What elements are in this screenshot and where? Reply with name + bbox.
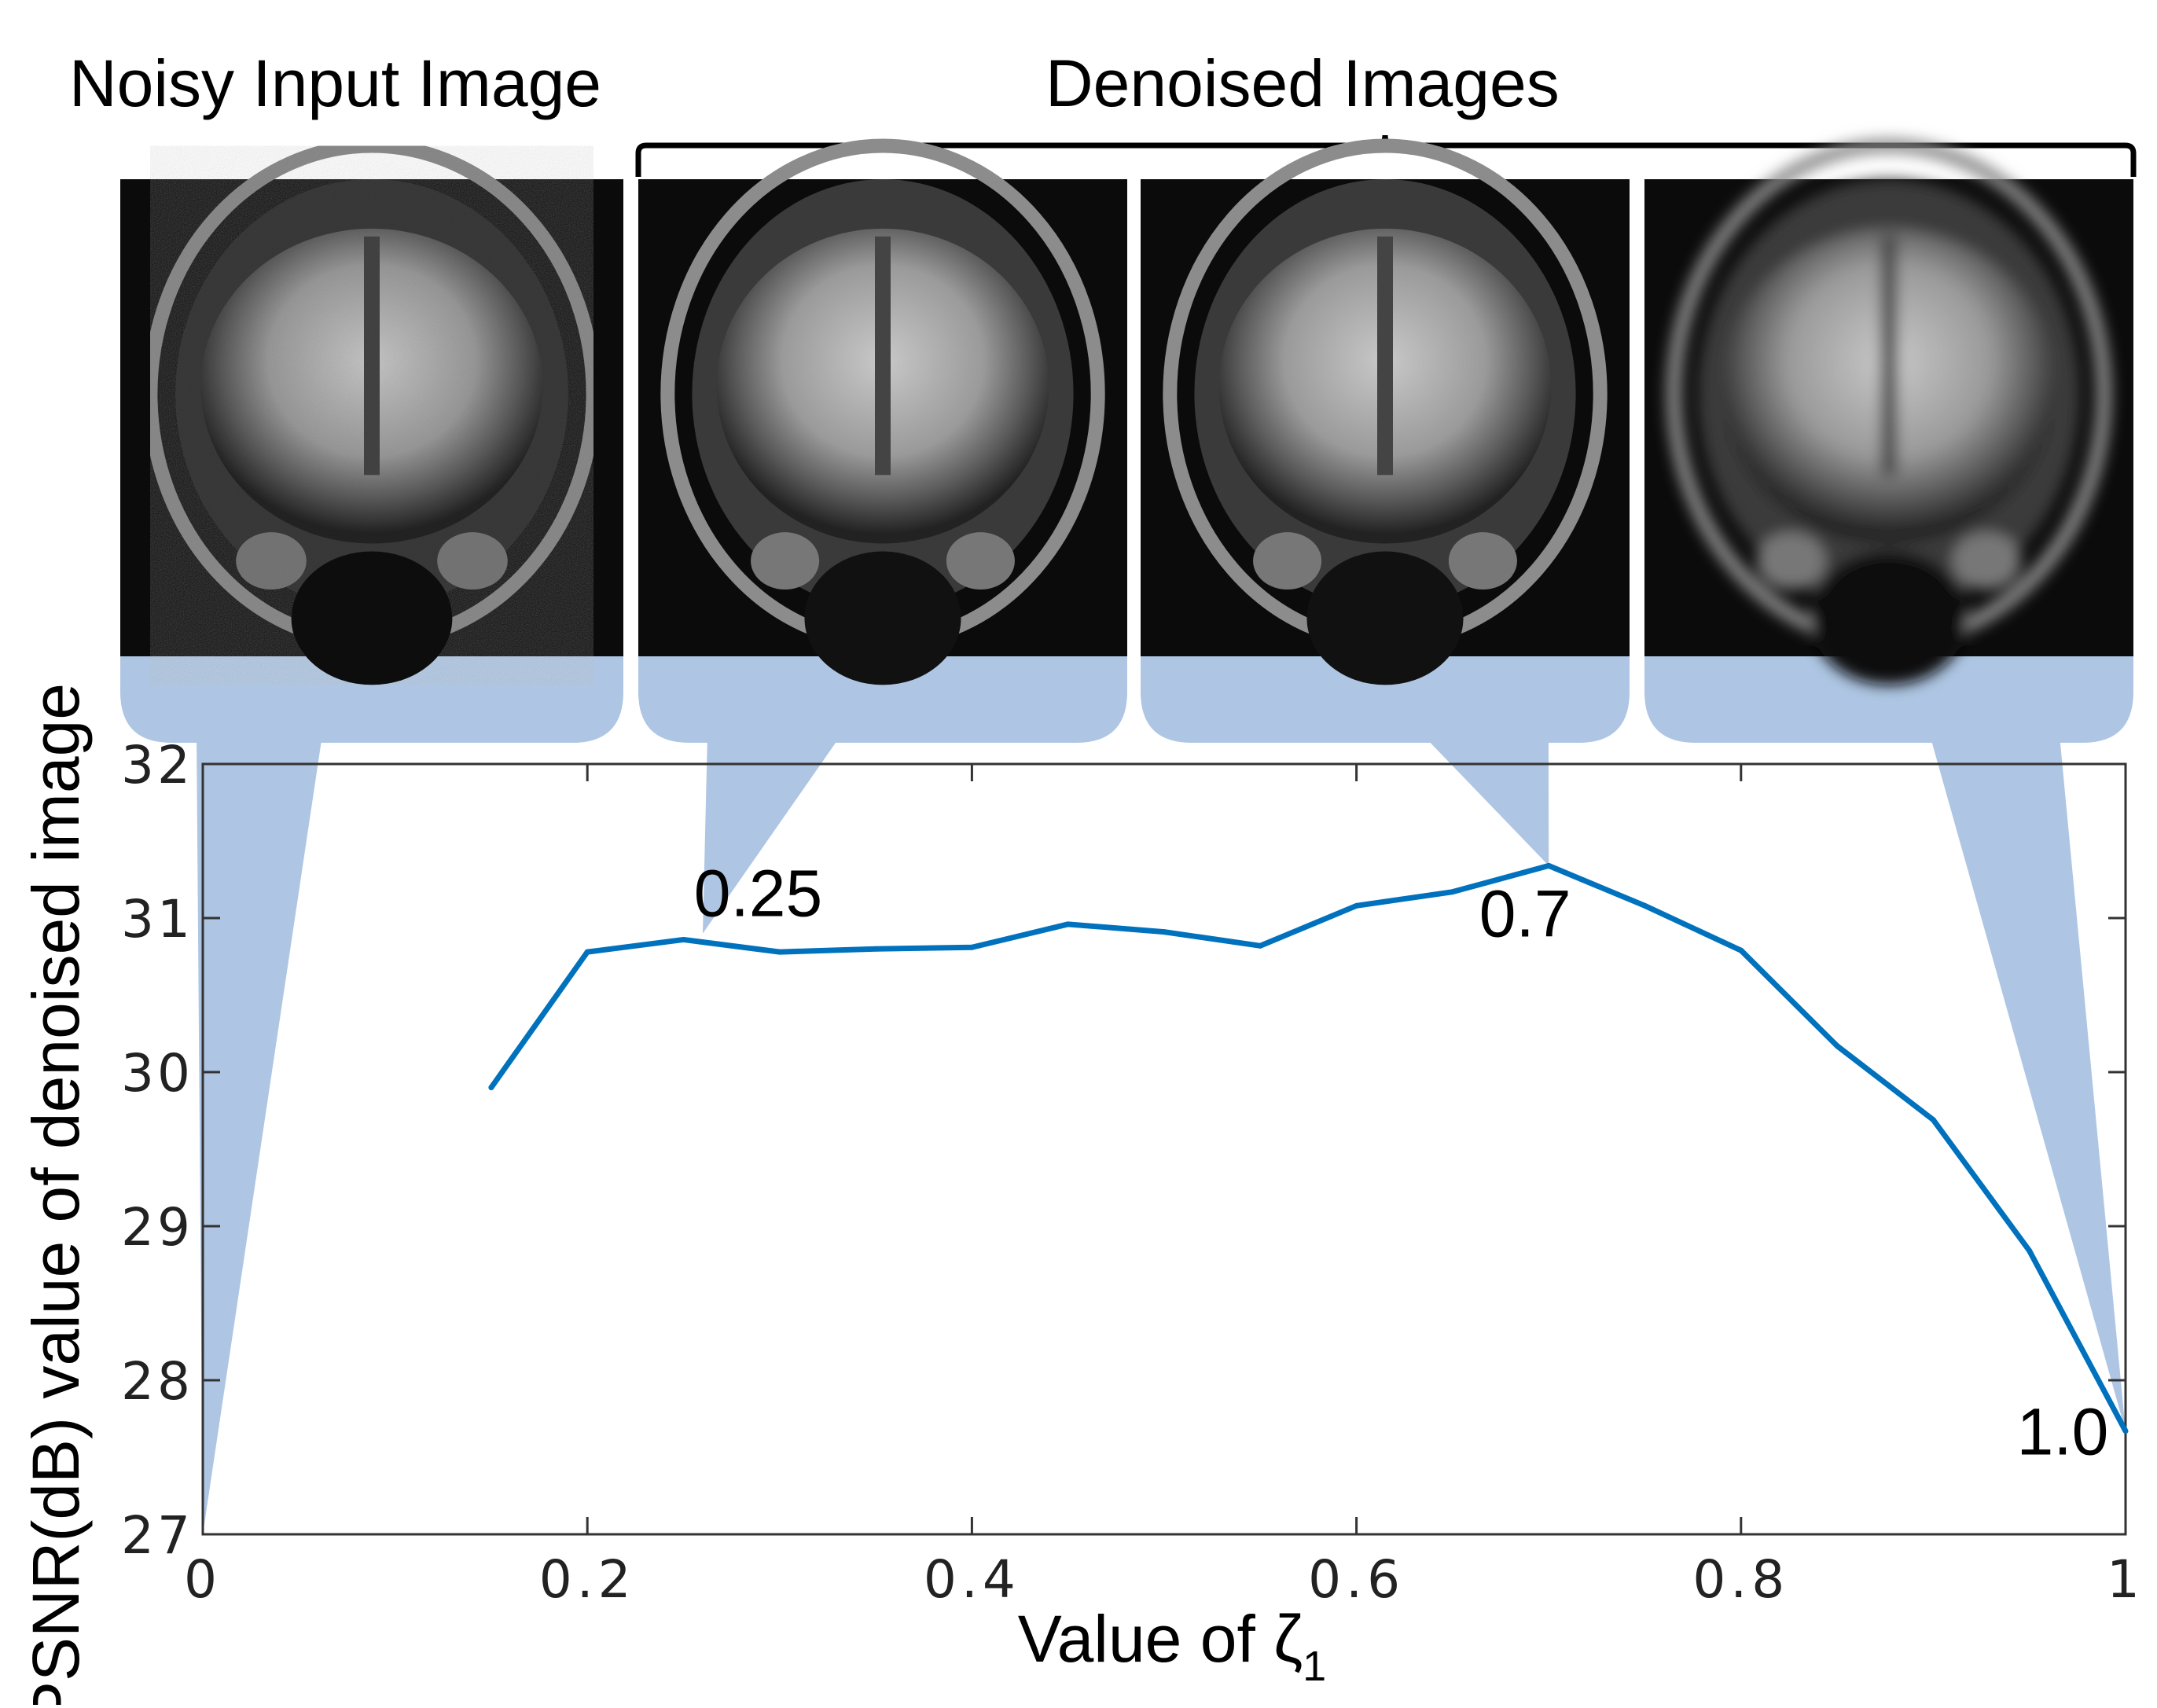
callout-wedge-3 xyxy=(1930,735,2126,1431)
denoised-bracket xyxy=(635,134,2137,177)
data-point-2 xyxy=(681,936,686,942)
plot-area: 0.25 0.7 1.0 xyxy=(488,856,2129,1469)
psnr-line xyxy=(489,862,2129,1433)
annotation-0: 0.25 xyxy=(694,856,823,930)
data-point-13 xyxy=(1738,947,1744,953)
x-tick-label-2: 0.4 xyxy=(924,1549,1020,1610)
x-tick-label-1: 0.2 xyxy=(539,1549,636,1610)
axes-box xyxy=(201,762,2127,1536)
denoised-mri-0.7 xyxy=(1141,138,1630,685)
y-tick-label-2: 29 xyxy=(121,1197,193,1258)
denoised-mri-1.0 xyxy=(1644,138,2133,685)
callouts xyxy=(120,641,2133,1534)
data-point-15 xyxy=(1930,1117,1936,1123)
y-tick-label-3: 30 xyxy=(121,1043,193,1104)
x-tick-label-5: 1 xyxy=(2107,1549,2144,1610)
data-point-0 xyxy=(488,1085,494,1091)
brain-images xyxy=(120,138,2133,685)
denoised-images-title: Denoised Images xyxy=(1045,46,1560,120)
data-point-7 xyxy=(1161,929,1167,935)
data-point-9 xyxy=(1354,902,1360,909)
data-point-5 xyxy=(968,944,975,950)
callout-wedge-0 xyxy=(197,735,322,1534)
axes: 0 0.2 0.4 0.6 0.8 1 27 28 29 30 31 32 Value of ζ1 PSN… xyxy=(19,683,2144,1708)
data-point-3 xyxy=(777,949,783,955)
x-tick-label-4: 0.8 xyxy=(1692,1549,1789,1610)
x-tick-label-3: 0.6 xyxy=(1308,1549,1405,1610)
callout-tab-2 xyxy=(1141,641,1630,743)
callout-wedge-2 xyxy=(1423,735,1549,866)
callout-tab-0 xyxy=(120,641,623,743)
data-point-14 xyxy=(1834,1043,1840,1049)
data-point-10 xyxy=(1450,889,1456,895)
y-tick-label-0: 27 xyxy=(121,1505,193,1566)
y-tick-label-5: 32 xyxy=(121,735,193,795)
data-point-16 xyxy=(2027,1247,2033,1254)
y-axis-label: PSNR(dB) value of denoised image xyxy=(19,683,93,1705)
denoised-mri-0.25 xyxy=(638,138,1127,685)
callout-tab-1 xyxy=(638,641,1127,743)
data-point-4 xyxy=(873,946,879,952)
noisy-input-title: Noisy Input Image xyxy=(69,46,602,120)
y-tick-label-1: 28 xyxy=(121,1351,193,1412)
data-point-11 xyxy=(1545,862,1552,869)
data-point-1 xyxy=(584,949,590,955)
data-point-17 xyxy=(2122,1428,2129,1434)
x-axis-label: Value of ζ1 xyxy=(1018,1602,1326,1690)
data-point-12 xyxy=(1642,902,1648,909)
x-tick-label-0: 0 xyxy=(184,1549,222,1610)
y-tick-label-4: 31 xyxy=(121,889,193,950)
data-point-6 xyxy=(1065,921,1071,927)
callout-wedge-1 xyxy=(702,735,841,934)
callout-tab-3 xyxy=(1644,641,2133,743)
annotation-1: 0.7 xyxy=(1479,876,1571,950)
annotation-2: 1.0 xyxy=(2017,1395,2109,1469)
noisy-input-mri xyxy=(120,138,623,685)
data-point-8 xyxy=(1257,942,1263,949)
